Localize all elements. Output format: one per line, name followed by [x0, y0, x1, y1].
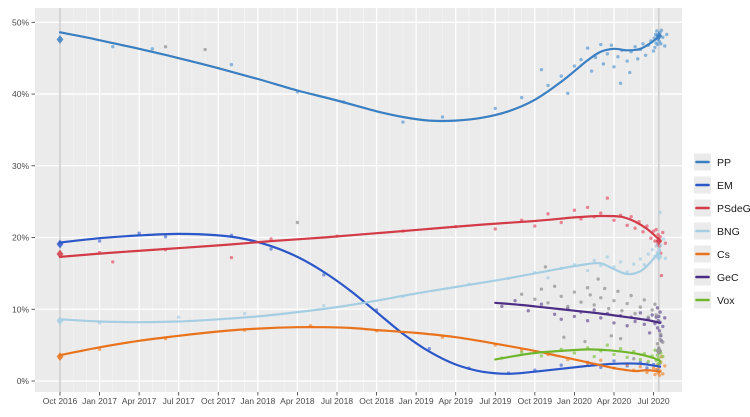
plot-panel [35, 8, 682, 392]
y-tick-label: 0% [17, 376, 30, 386]
y-tick-label: 20% [12, 233, 29, 243]
x-tick-label: Apr 2020 [597, 396, 632, 406]
result-diamond-cs [56, 352, 64, 362]
result-diamond-bng [56, 316, 64, 326]
x-tick-label: Jan 2020 [557, 396, 592, 406]
trend-line-vox [494, 348, 662, 362]
legend: PP EM PSdeG BNG Cs GeC Vox [694, 153, 750, 309]
legend-label: Cs [717, 249, 730, 261]
trend-line-cs [58, 325, 662, 373]
legend-item-bng: BNG [694, 222, 740, 240]
legend-label: PP [717, 157, 731, 169]
legend-item-gec: GeC [694, 268, 739, 286]
x-tick-label: Jul 2020 [637, 396, 669, 406]
x-tick-label: Oct 2017 [201, 396, 236, 406]
trend-line-em [58, 232, 662, 375]
x-tick-label: Jan 2019 [399, 396, 434, 406]
x-tick-label: Apr 2019 [438, 396, 473, 406]
trend-layer [58, 31, 662, 375]
series-others-points [163, 44, 665, 366]
y-tick-label: 30% [12, 161, 29, 171]
x-tick-label: Jan 2017 [82, 396, 117, 406]
y-tick-label: 50% [12, 17, 29, 27]
legend-label: PSdeG [717, 203, 750, 215]
legend-item-vox: Vox [694, 291, 735, 309]
x-tick-label: Jul 2019 [479, 396, 511, 406]
legend-item-em: EM [694, 176, 733, 194]
legend-label: GeC [717, 272, 739, 284]
x-tick-label: Jul 2017 [163, 396, 195, 406]
result-diamond-pp [56, 35, 64, 44]
legend-label: Vox [717, 295, 735, 307]
x-tick-label: Apr 2017 [122, 396, 157, 406]
y-tick-label: 10% [12, 304, 29, 314]
y-axis: 0% 10% 20% 30% 40% 50% [12, 17, 35, 386]
trend-line-pp [58, 31, 662, 123]
trend-line-bng [58, 249, 662, 324]
x-tick-label: Oct 2016 [43, 396, 78, 406]
x-tick-label: Oct 2019 [518, 396, 553, 406]
legend-label: BNG [717, 226, 740, 238]
x-tick-label: Jan 2018 [240, 396, 275, 406]
trend-line-gec [494, 301, 662, 324]
result-markers [56, 31, 663, 362]
scatter-layer [97, 28, 669, 377]
series-pp-points [111, 28, 669, 124]
trend-line-psdeg [58, 214, 662, 258]
x-tick-label: Oct 2018 [359, 396, 394, 406]
result-diamond-em [56, 239, 64, 249]
x-tick-label: Jul 2018 [321, 396, 353, 406]
result-diamond-psdeg [56, 249, 64, 259]
result-diamond-bng [655, 252, 663, 262]
legend-label: EM [717, 180, 733, 192]
x-axis: Oct 2016 Jan 2017 Apr 2017 Jul 2017 Oct 2017… [43, 392, 670, 406]
result-diamond-psdeg [655, 236, 663, 246]
legend-item-psdeg: PSdeG [694, 199, 750, 217]
result-diamond-others [655, 346, 663, 356]
legend-item-cs: Cs [694, 245, 730, 263]
result-diamond-pp [655, 31, 663, 41]
legend-item-pp: PP [694, 153, 731, 171]
y-tick-label: 40% [12, 89, 29, 99]
x-tick-label: Apr 2018 [280, 396, 315, 406]
